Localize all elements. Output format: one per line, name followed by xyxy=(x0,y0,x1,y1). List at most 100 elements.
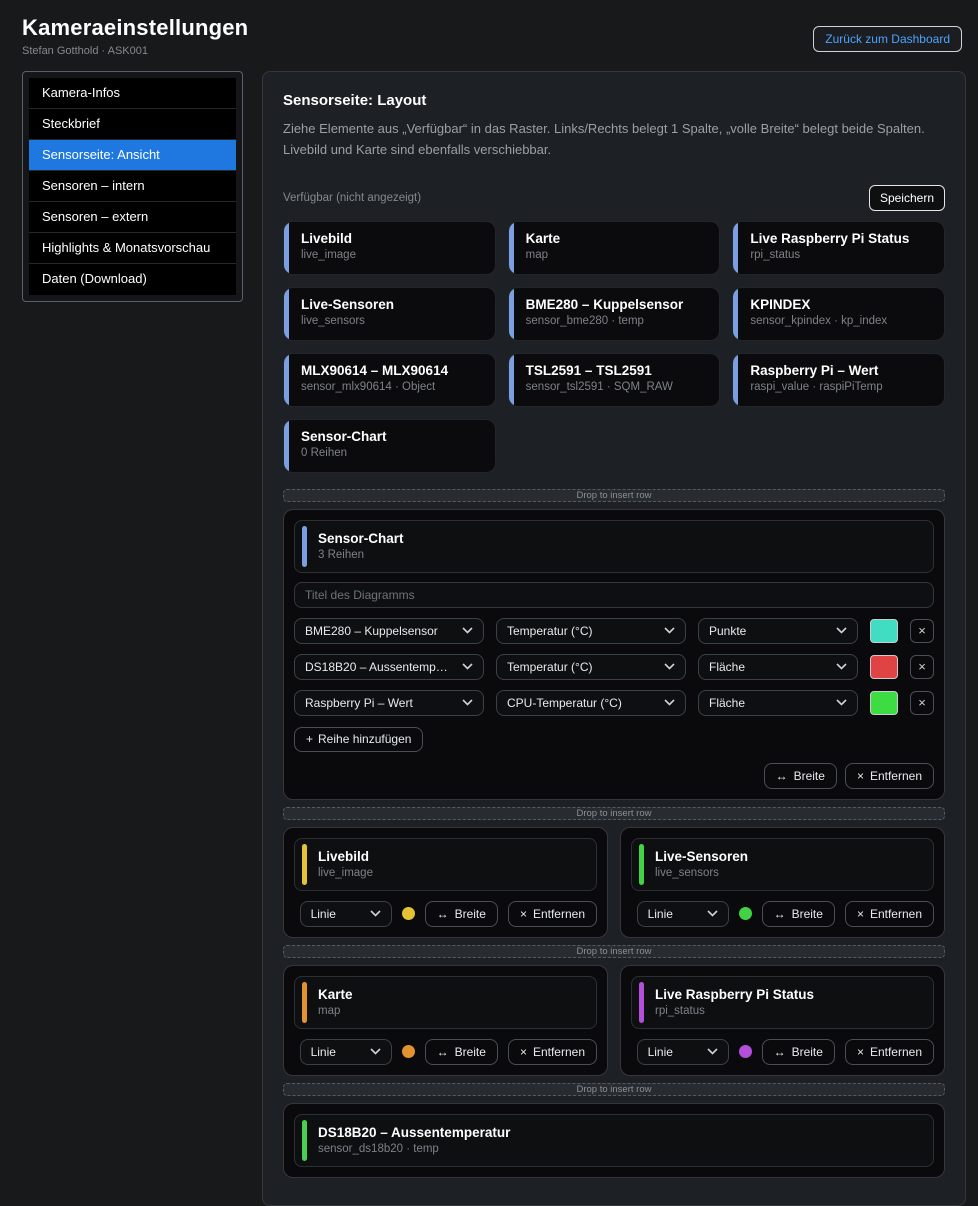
chevron-down-icon xyxy=(707,1048,718,1055)
accent-bar xyxy=(284,420,289,472)
sidebar-item-steckbrief[interactable]: Steckbrief xyxy=(29,109,236,140)
close-icon: × xyxy=(918,696,926,709)
accent-bar xyxy=(302,526,307,567)
available-widget-livebild[interactable]: Livebild live_image xyxy=(283,221,496,275)
drop-zone[interactable]: Drop to insert row xyxy=(283,945,945,958)
drop-zone[interactable]: Drop to insert row xyxy=(283,1083,945,1096)
grid-row: Karte map Linie ↔ Breite xyxy=(283,965,945,1076)
series-metric-select[interactable]: Temperatur (°C) xyxy=(496,654,686,680)
available-widget-mlx90614[interactable]: MLX90614 – MLX90614 sensor_mlx90614 · Ob… xyxy=(283,353,496,407)
close-icon: × xyxy=(918,624,926,637)
style-select[interactable]: Linie xyxy=(300,1039,392,1065)
widget-rpi-status[interactable]: Live Raspberry Pi Status rpi_status xyxy=(631,976,934,1029)
width-toggle-button[interactable]: ↔ Breite xyxy=(425,1039,498,1065)
available-widget-rpi-status[interactable]: Live Raspberry Pi Status rpi_status xyxy=(732,221,945,275)
accent-bar xyxy=(302,844,307,885)
resize-horizontal-icon: ↔ xyxy=(437,907,449,921)
resize-horizontal-icon: ↔ xyxy=(774,1045,786,1059)
remove-series-button[interactable]: × xyxy=(910,691,934,715)
plus-icon: + xyxy=(306,732,313,746)
style-select[interactable]: Linie xyxy=(637,901,729,927)
sidebar-item-highlights[interactable]: Highlights & Monatsvorschau xyxy=(29,233,236,264)
width-toggle-button[interactable]: ↔ Breite xyxy=(425,901,498,927)
available-widgets-grid: Livebild live_image Karte map Live Raspb… xyxy=(283,221,945,473)
series-style-select[interactable]: Fläche xyxy=(698,654,858,680)
close-icon: × xyxy=(520,1045,527,1059)
available-widget-bme280[interactable]: BME280 – Kuppelsensor sensor_bme280 · te… xyxy=(508,287,721,341)
available-widget-karte[interactable]: Karte map xyxy=(508,221,721,275)
width-toggle-button[interactable]: ↔ Breite xyxy=(762,1039,835,1065)
sidebar-item-sensoren-extern[interactable]: Sensoren – extern xyxy=(29,202,236,233)
widget-color-dot[interactable] xyxy=(739,1045,752,1058)
remove-widget-button[interactable]: × Entfernen xyxy=(845,1039,934,1065)
series-color-swatch[interactable] xyxy=(870,691,898,715)
style-select[interactable]: Linie xyxy=(637,1039,729,1065)
save-button[interactable]: Speichern xyxy=(869,185,945,211)
sidebar-item-daten-download[interactable]: Daten (Download) xyxy=(29,264,236,295)
sidebar-item-kamera-infos[interactable]: Kamera-Infos xyxy=(29,78,236,109)
grid-cell-karte: Karte map Linie ↔ Breite xyxy=(283,965,608,1076)
chevron-down-icon xyxy=(664,699,675,706)
accent-bar xyxy=(284,354,289,406)
accent-bar xyxy=(733,354,738,406)
drop-zone[interactable]: Drop to insert row xyxy=(283,489,945,502)
series-metric-select[interactable]: Temperatur (°C) xyxy=(496,618,686,644)
remove-series-button[interactable]: × xyxy=(910,655,934,679)
close-icon: × xyxy=(857,1045,864,1059)
width-toggle-button[interactable]: ↔ Breite xyxy=(764,763,837,789)
widget-livebild[interactable]: Livebild live_image xyxy=(294,838,597,891)
page: Kameraeinstellungen Stefan Gotthold · AS… xyxy=(0,0,978,1206)
remove-widget-button[interactable]: × Entfernen xyxy=(845,901,934,927)
widget-karte[interactable]: Karte map xyxy=(294,976,597,1029)
drop-zone[interactable]: Drop to insert row xyxy=(283,807,945,820)
resize-horizontal-icon: ↔ xyxy=(437,1045,449,1059)
widget-ds18b20[interactable]: DS18B20 – Aussentemperatur sensor_ds18b2… xyxy=(294,1114,934,1167)
widget-color-dot[interactable] xyxy=(402,1045,415,1058)
width-toggle-button[interactable]: ↔ Breite xyxy=(762,901,835,927)
series-sensor-select[interactable]: DS18B20 – Aussentemperatur xyxy=(294,654,484,680)
chart-title-input[interactable] xyxy=(294,582,934,608)
grid-cell-livebild: Livebild live_image Linie ↔ Breite xyxy=(283,827,608,938)
remove-series-button[interactable]: × xyxy=(910,619,934,643)
series-color-swatch[interactable] xyxy=(870,619,898,643)
accent-bar xyxy=(284,288,289,340)
widget-footer-controls: ↔ Breite × Entfernen xyxy=(294,763,934,789)
chart-series-row: Raspberry Pi – Wert CPU-Temperatur (°C) … xyxy=(294,690,934,716)
widget-color-dot[interactable] xyxy=(739,907,752,920)
series-sensor-select[interactable]: Raspberry Pi – Wert xyxy=(294,690,484,716)
remove-widget-button[interactable]: × Entfernen xyxy=(508,1039,597,1065)
accent-bar xyxy=(733,288,738,340)
panel-description: Ziehe Elemente aus „Verfügbar“ in das Ra… xyxy=(283,119,945,161)
chevron-down-icon xyxy=(836,699,847,706)
widget-color-dot[interactable] xyxy=(402,907,415,920)
widget-footer-controls: Linie ↔ Breite × Entfernen xyxy=(294,901,597,927)
widget-live-sensoren[interactable]: Live-Sensoren live_sensors xyxy=(631,838,934,891)
available-widget-sensor-chart[interactable]: Sensor-Chart 0 Reihen xyxy=(283,419,496,473)
accent-bar xyxy=(302,982,307,1023)
series-style-select[interactable]: Fläche xyxy=(698,690,858,716)
style-select[interactable]: Linie xyxy=(300,901,392,927)
chevron-down-icon xyxy=(370,1048,381,1055)
available-widget-live-sensoren[interactable]: Live-Sensoren live_sensors xyxy=(283,287,496,341)
series-metric-select[interactable]: CPU-Temperatur (°C) xyxy=(496,690,686,716)
chevron-down-icon xyxy=(462,627,473,634)
sidebar: Kamera-Infos Steckbrief Sensorseite: Ans… xyxy=(22,71,243,302)
add-series-button[interactable]: + Reihe hinzufügen xyxy=(294,727,423,752)
remove-widget-button[interactable]: × Entfernen xyxy=(508,901,597,927)
available-label: Verfügbar (nicht angezeigt) xyxy=(283,192,421,204)
sidebar-item-sensoren-intern[interactable]: Sensoren – intern xyxy=(29,171,236,202)
available-widget-tsl2591[interactable]: TSL2591 – TSL2591 sensor_tsl2591 · SQM_R… xyxy=(508,353,721,407)
series-color-swatch[interactable] xyxy=(870,655,898,679)
widget-sensor-chart[interactable]: Sensor-Chart 3 Reihen xyxy=(294,520,934,573)
available-widget-kpindex[interactable]: KPINDEX sensor_kpindex · kp_index xyxy=(732,287,945,341)
sidebar-item-sensorseite-ansicht[interactable]: Sensorseite: Ansicht xyxy=(29,140,236,171)
series-style-select[interactable]: Punkte xyxy=(698,618,858,644)
accent-bar xyxy=(639,982,644,1023)
available-widget-raspi-wert[interactable]: Raspberry Pi – Wert raspi_value · raspiP… xyxy=(732,353,945,407)
accent-bar xyxy=(302,1120,307,1161)
series-sensor-select[interactable]: BME280 – Kuppelsensor xyxy=(294,618,484,644)
back-to-dashboard-button[interactable]: Zurück zum Dashboard xyxy=(813,26,962,52)
accent-bar xyxy=(509,222,514,274)
close-icon: × xyxy=(857,907,864,921)
remove-widget-button[interactable]: × Entfernen xyxy=(845,763,934,789)
